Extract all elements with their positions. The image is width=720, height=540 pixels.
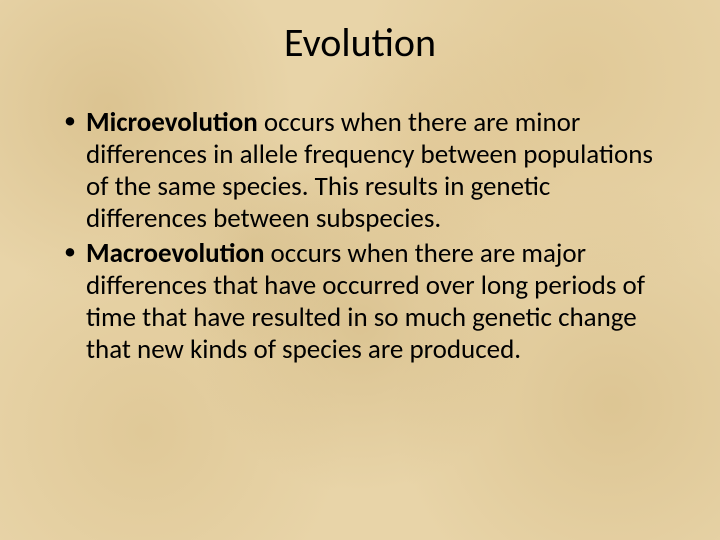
bullet-list: Microevolution occurs when there are min… bbox=[40, 107, 680, 366]
list-item: Microevolution occurs when there are min… bbox=[64, 107, 670, 234]
slide-title: Evolution bbox=[40, 18, 680, 67]
slide: Evolution Microevolution occurs when the… bbox=[0, 0, 720, 540]
bullet-bold-lead: Microevolution bbox=[86, 106, 258, 139]
list-item: Macroevolution occurs when there are maj… bbox=[64, 238, 670, 365]
bullet-bold-lead: Macroevolution bbox=[86, 237, 264, 270]
